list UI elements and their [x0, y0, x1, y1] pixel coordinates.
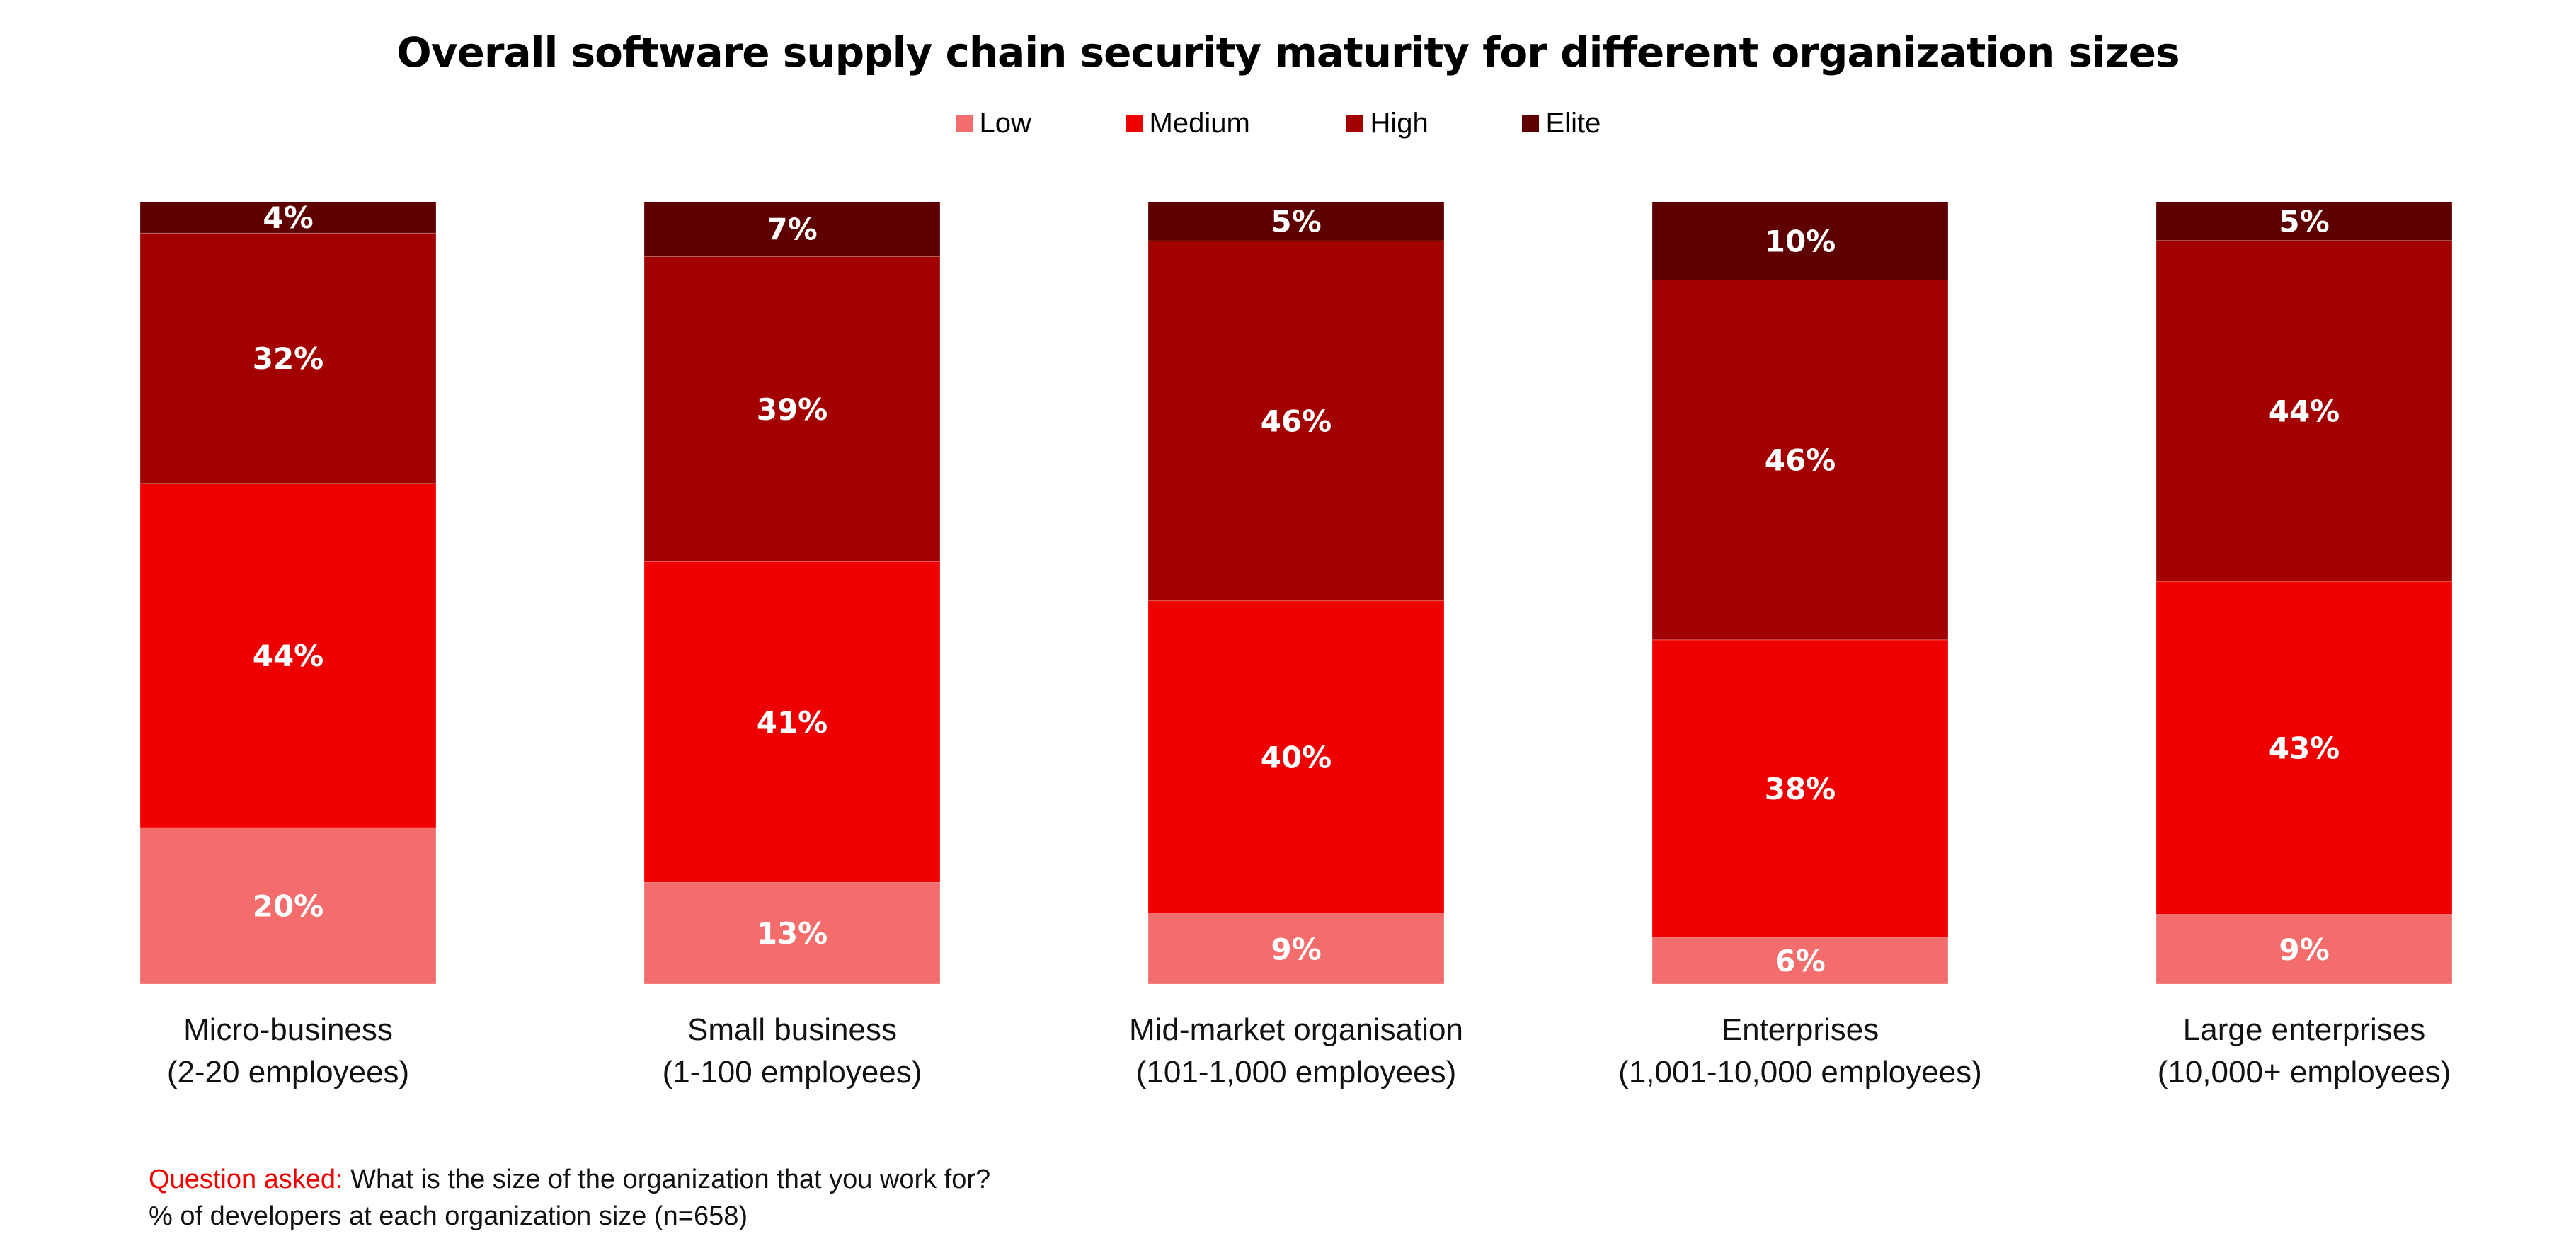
bar-segment-elite: [643, 201, 941, 257]
data-label: 6%: [1775, 944, 1825, 978]
data-label: 40%: [1261, 741, 1332, 775]
category-label: Micro-business (2-20 employees): [40, 1009, 536, 1094]
bar-segment-low: [1651, 937, 1949, 985]
data-label: 39%: [757, 392, 828, 427]
legend-swatch: [955, 115, 973, 132]
bar-segment-high: [139, 232, 437, 484]
category-label: Small business (1-100 employees): [544, 1009, 1040, 1094]
data-label: 38%: [1765, 772, 1836, 806]
data-label: 7%: [767, 212, 817, 247]
bar-segment-elite: [1147, 201, 1445, 241]
category-label-line: Mid-market organisation: [1129, 1012, 1463, 1047]
data-label: 13%: [757, 916, 828, 951]
data-label: 9%: [2279, 932, 2329, 967]
category-label: Large enterprises (10,000+ employees): [2056, 1009, 2552, 1094]
data-label: 10%: [1765, 224, 1836, 258]
data-label: 44%: [253, 639, 324, 673]
bar-segment-low: [139, 827, 437, 985]
data-label: 46%: [1261, 404, 1332, 438]
legend-label: High: [1370, 108, 1429, 139]
category-label-line: (2-20 employees): [166, 1055, 410, 1090]
data-label: 46%: [1765, 443, 1836, 478]
data-label: 4%: [263, 200, 313, 235]
legend-swatch: [1346, 115, 1363, 132]
data-label: 5%: [1271, 205, 1321, 239]
bar-segment-high: [2156, 240, 2453, 582]
bar-segment-low: [1147, 913, 1445, 985]
sample-note: % of developers at each organization siz…: [149, 1201, 748, 1231]
legend: Low Medium High Elite: [0, 108, 2576, 139]
category-label: Enterprises (1,001-10,000 employees): [1552, 1009, 2048, 1094]
legend-label: Low: [979, 108, 1031, 139]
legend-item-low: Low: [955, 108, 1126, 139]
bar-segment-medium: [139, 483, 437, 828]
legend-item-medium: Medium: [1125, 108, 1346, 139]
category-label-line: (10,000+ employees): [2157, 1055, 2451, 1090]
category-label-line: Small business: [687, 1012, 897, 1047]
question-text: What is the size of the organization tha…: [343, 1165, 991, 1194]
bar-segment-medium: [2156, 581, 2453, 915]
bar-segment-medium: [1651, 639, 1949, 938]
category-label-line: (1-100 employees): [662, 1055, 922, 1090]
bar-segment-high: [1651, 280, 1949, 641]
bar-segment-elite: [1651, 201, 1949, 280]
legend-label: Medium: [1149, 108, 1250, 139]
legend-swatch: [1125, 115, 1143, 132]
legend-item-elite: Elite: [1521, 108, 1621, 139]
bar-segment-medium: [643, 561, 941, 883]
bar-segment-low: [2156, 914, 2453, 985]
bar-segment-high: [1147, 240, 1445, 602]
data-label: 5%: [2279, 204, 2329, 239]
category-label-line: Micro-business: [183, 1012, 393, 1047]
data-label: 43%: [2269, 731, 2340, 765]
chart-title: Overall software supply chain security m…: [396, 28, 2180, 76]
data-label: 20%: [253, 889, 324, 924]
data-label: 44%: [2269, 394, 2340, 428]
category-label-line: Enterprises: [1721, 1012, 1879, 1047]
data-label: 9%: [1271, 932, 1321, 966]
category-label-line: Large enterprises: [2182, 1012, 2426, 1047]
data-label: 41%: [757, 705, 828, 740]
category-label: Mid-market organisation (101-1,000 employ…: [1048, 1009, 1544, 1094]
category-label-line: (1,001-10,000 employees): [1618, 1055, 1982, 1090]
legend-item-high: High: [1346, 108, 1522, 139]
bar-segment-elite: [2156, 201, 2453, 241]
legend-label: Elite: [1545, 108, 1601, 139]
question-label: Question asked:: [149, 1165, 343, 1194]
category-label-line: (101-1,000 employees): [1135, 1055, 1457, 1090]
data-label: 32%: [253, 341, 324, 376]
bar-segment-high: [643, 256, 941, 562]
bar-segment-elite: [139, 201, 437, 234]
footer: Question asked: What is the size of the …: [149, 1161, 990, 1235]
bar-segment-medium: [1147, 600, 1445, 915]
legend-swatch: [1521, 115, 1539, 132]
